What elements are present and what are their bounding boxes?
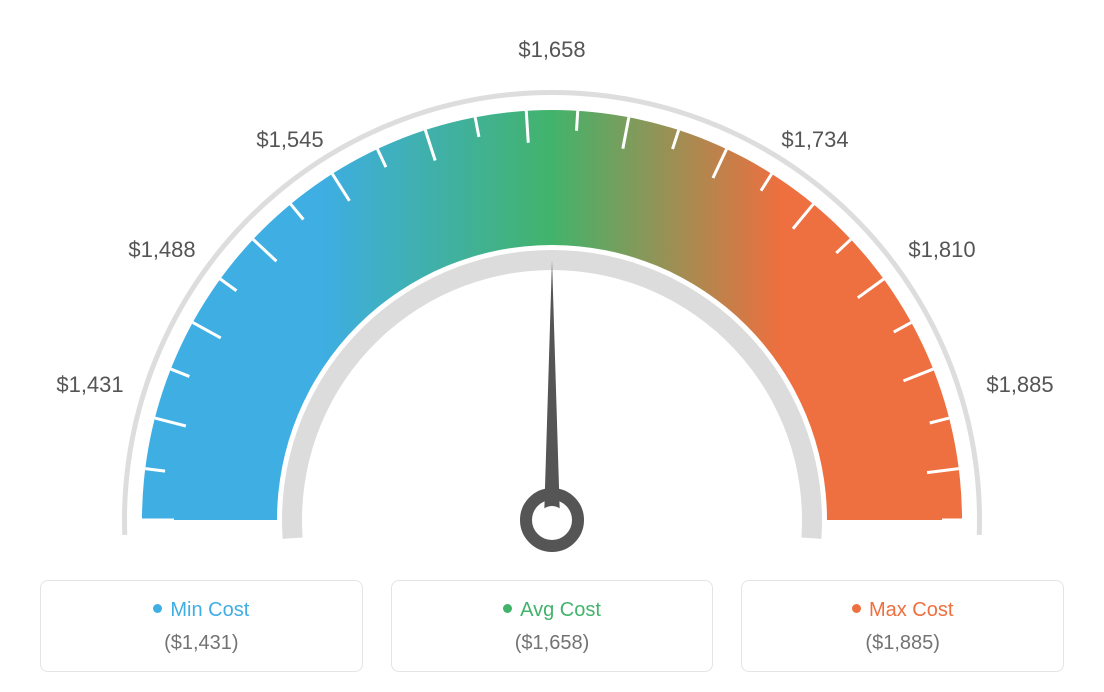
legend-card-avg: Avg Cost ($1,658) xyxy=(391,580,714,672)
legend-title-avg: Avg Cost xyxy=(402,599,703,622)
gauge-tick xyxy=(526,111,528,143)
legend-value-avg: ($1,658) xyxy=(402,632,703,655)
gauge-tick-label: $1,734 xyxy=(781,127,848,153)
gauge-tick-label: $1,488 xyxy=(128,237,195,263)
gauge-svg xyxy=(20,20,1084,560)
legend-row: Min Cost ($1,431) Avg Cost ($1,658) Max … xyxy=(20,580,1084,672)
legend-title-min: Min Cost xyxy=(51,599,352,622)
legend-value-min: ($1,431) xyxy=(51,632,352,655)
cost-gauge-chart: $1,431 $1,488 $1,545 $1,658 $1,734 $1,810 $1,8… xyxy=(20,20,1084,560)
gauge-tick-label: $1,810 xyxy=(908,237,975,263)
gauge-tick-label: $1,545 xyxy=(256,127,323,153)
gauge-tick-label: $1,885 xyxy=(986,372,1053,398)
legend-card-min: Min Cost ($1,431) xyxy=(40,580,363,672)
gauge-tick xyxy=(576,111,577,131)
legend-value-max: ($1,885) xyxy=(752,632,1053,655)
legend-label-avg: Avg Cost xyxy=(520,599,601,621)
legend-card-max: Max Cost ($1,885) xyxy=(741,580,1064,672)
gauge-tick-label: $1,431 xyxy=(56,372,123,398)
dot-icon xyxy=(153,604,162,613)
legend-title-max: Max Cost xyxy=(752,599,1053,622)
gauge-tick-label: $1,658 xyxy=(518,37,585,63)
legend-label-min: Min Cost xyxy=(170,599,249,621)
legend-label-max: Max Cost xyxy=(869,599,953,621)
dot-icon xyxy=(852,604,861,613)
needle-hub-inner xyxy=(538,506,566,534)
gauge-needle xyxy=(544,260,560,520)
dot-icon xyxy=(503,604,512,613)
